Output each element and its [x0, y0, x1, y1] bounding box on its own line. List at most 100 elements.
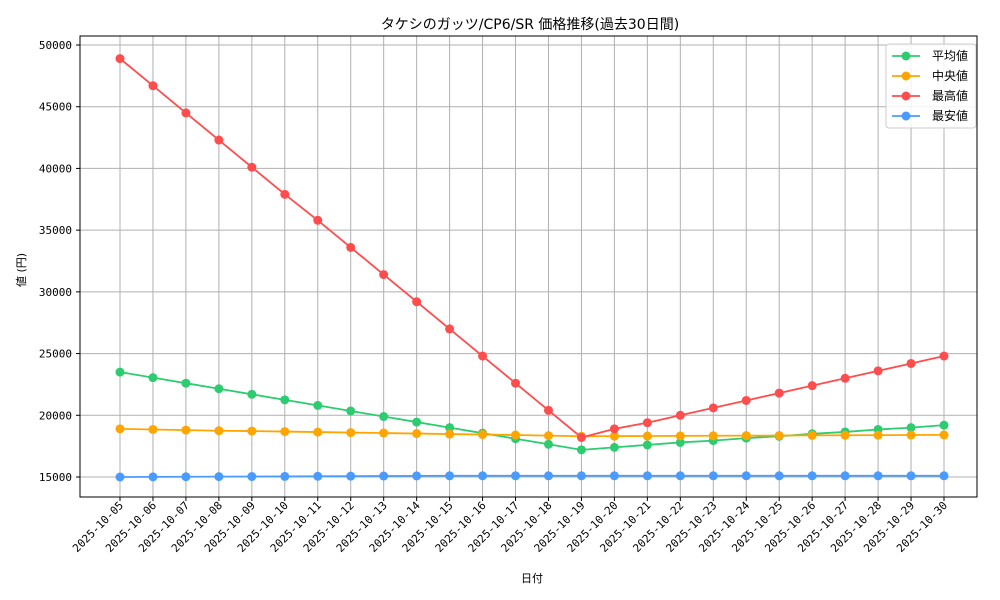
data-point: [576, 445, 586, 455]
data-point: [280, 395, 290, 405]
data-point: [313, 471, 323, 481]
data-point: [708, 431, 718, 441]
data-point: [379, 270, 389, 280]
data-point: [346, 242, 356, 252]
series-1: [115, 424, 949, 441]
data-point: [840, 430, 850, 440]
data-point: [543, 405, 553, 415]
data-point: [873, 430, 883, 440]
data-point: [148, 81, 158, 91]
data-point: [412, 471, 422, 481]
data-point: [675, 431, 685, 441]
data-point: [873, 471, 883, 481]
data-point: [840, 373, 850, 383]
data-point: [247, 426, 257, 436]
data-point: [609, 431, 619, 441]
data-point: [741, 395, 751, 405]
series-3: [115, 471, 949, 482]
data-point: [576, 471, 586, 481]
data-point: [807, 471, 817, 481]
data-point: [511, 430, 521, 440]
data-point: [543, 439, 553, 449]
data-point: [115, 472, 125, 482]
data-point: [642, 431, 652, 441]
data-point: [181, 378, 191, 388]
series-0: [115, 367, 949, 455]
data-point: [445, 423, 455, 433]
legend-label: 最安値: [932, 108, 968, 123]
data-point: [675, 471, 685, 481]
data-point: [181, 425, 191, 435]
chart-title: タケシのガッツ/CP6/SR 価格推移(過去30日間): [381, 17, 679, 33]
data-point: [511, 471, 521, 481]
data-point: [412, 297, 422, 307]
data-point: [115, 367, 125, 377]
data-point: [346, 428, 356, 438]
y-tick-label: 30000: [39, 286, 72, 299]
data-point: [873, 366, 883, 376]
data-point: [609, 471, 619, 481]
data-point: [741, 431, 751, 441]
data-point: [774, 388, 784, 398]
data-point: [346, 471, 356, 481]
data-point: [445, 429, 455, 439]
data-series: [115, 54, 949, 482]
data-point: [181, 108, 191, 118]
data-point: [379, 471, 389, 481]
y-axis-ticks: 15000 20000 25000 30000 35000 40000 45000 50000: [39, 39, 80, 484]
data-point: [675, 410, 685, 420]
data-point: [840, 471, 850, 481]
data-point: [543, 431, 553, 441]
data-point: [939, 430, 949, 440]
data-point: [313, 400, 323, 410]
data-point: [939, 420, 949, 430]
data-point: [642, 418, 652, 428]
grid-lines: [80, 36, 977, 497]
data-point: [280, 189, 290, 199]
data-point: [774, 431, 784, 441]
data-point: [214, 472, 224, 482]
data-point: [181, 472, 191, 482]
data-point: [675, 437, 685, 447]
data-point: [906, 430, 916, 440]
data-point: [148, 373, 158, 383]
data-point: [708, 403, 718, 413]
data-point: [939, 471, 949, 481]
y-tick-label: 50000: [39, 39, 72, 52]
data-point: [708, 471, 718, 481]
legend-box: [885, 43, 977, 129]
x-axis-label: 日付: [521, 572, 543, 585]
series-line: [119, 371, 945, 451]
y-tick-label: 25000: [39, 348, 72, 361]
data-point: [906, 423, 916, 433]
legend-label: 最高値: [932, 88, 968, 103]
data-point: [609, 442, 619, 452]
data-point: [148, 472, 158, 482]
data-point: [115, 54, 125, 64]
y-tick-label: 15000: [39, 471, 72, 484]
data-point: [741, 471, 751, 481]
legend-label: 平均値: [932, 48, 968, 63]
data-point: [214, 384, 224, 394]
y-tick-label: 35000: [39, 224, 72, 237]
legend-marker: [901, 111, 911, 121]
data-point: [642, 471, 652, 481]
data-point: [214, 135, 224, 145]
data-point: [478, 430, 488, 440]
data-point: [939, 351, 949, 361]
plot-frame: [79, 35, 978, 498]
data-point: [313, 215, 323, 225]
data-point: [609, 424, 619, 434]
data-point: [379, 428, 389, 438]
data-point: [214, 426, 224, 436]
data-point: [346, 406, 356, 416]
y-tick-label: 45000: [39, 101, 72, 114]
data-point: [280, 471, 290, 481]
legend-marker: [901, 51, 911, 61]
data-point: [412, 429, 422, 439]
data-point: [115, 424, 125, 434]
data-point: [379, 412, 389, 422]
data-point: [247, 389, 257, 399]
data-point: [576, 433, 586, 443]
